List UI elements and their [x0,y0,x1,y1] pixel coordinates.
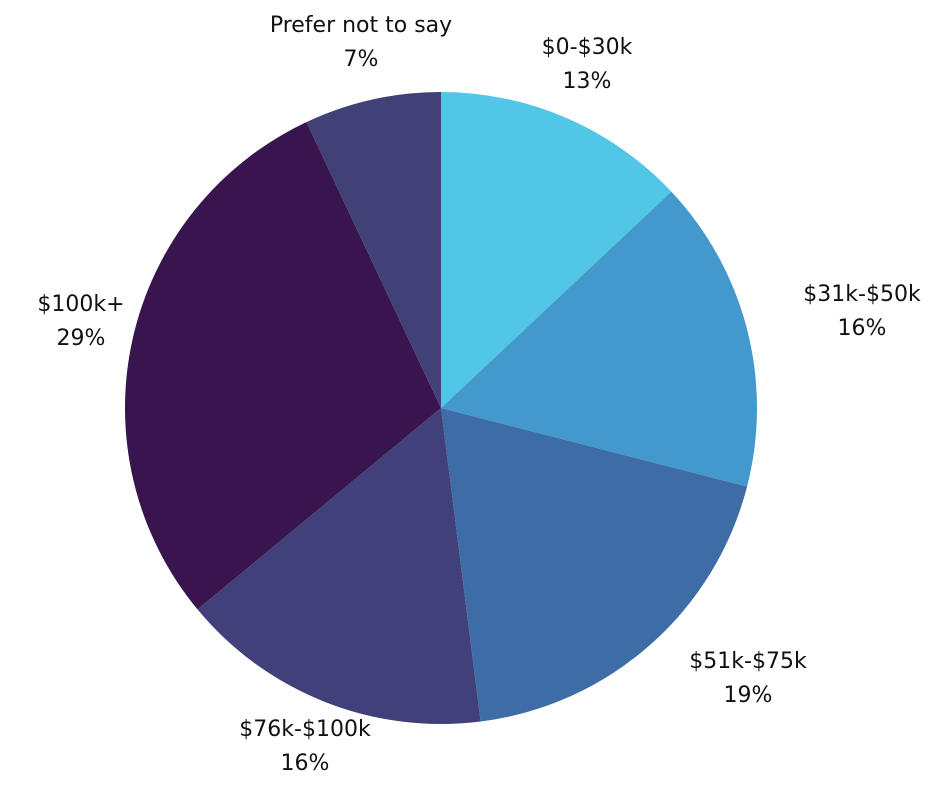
slice-category-label: $31k-$50k [803,282,921,307]
pie-slice-2 [441,408,748,722]
slice-percent-label: 7% [344,47,379,72]
pie-slice-1 [441,191,757,487]
slice-category-label: $51k-$75k [689,649,807,674]
pie-slice-5 [306,92,441,408]
pie-slices [124,92,757,725]
pie-labels: $0-$30k 13% $31k-$50k 16% $51k-$75k 19% $76k-$… [37,13,921,776]
slice-percent-label: 16% [838,316,887,341]
slice-category-label: $76k-$100k [239,717,371,742]
slice-percent-label: 29% [57,326,106,351]
slice-percent-label: 16% [281,751,330,776]
slice-category-label: Prefer not to say [270,13,452,38]
slice-category-label: $0-$30k [542,35,633,60]
pie-slice-0 [441,92,672,408]
slice-percent-label: 19% [724,683,773,708]
pie-slice-4 [124,122,442,610]
pie-slice-3 [197,408,481,725]
slice-category-label: $100k+ [37,292,124,317]
slice-percent-label: 13% [563,69,612,94]
